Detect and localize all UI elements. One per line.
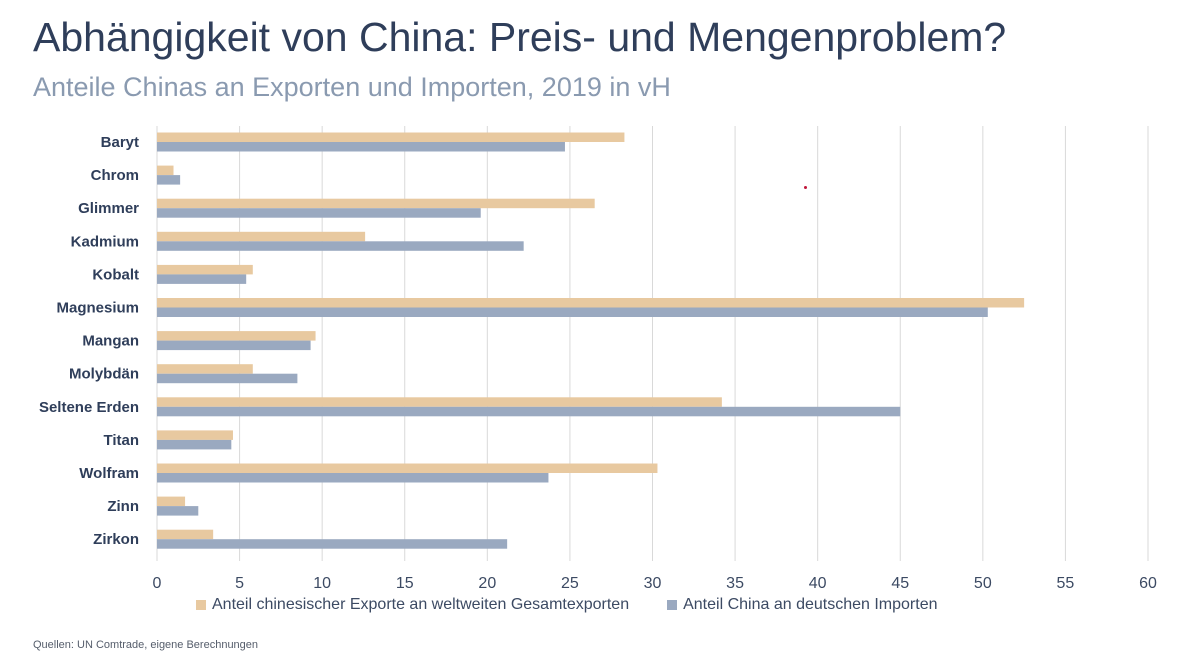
bar-imports (157, 406, 901, 417)
bar-imports (157, 539, 508, 549)
x-tick-label: 10 (313, 575, 331, 592)
source-note: Quellen: UN Comtrade, eigene Berechnunge… (33, 639, 259, 651)
x-tick-label: 35 (726, 575, 744, 592)
bar-imports (157, 175, 181, 185)
stray-marker (804, 186, 807, 189)
x-tick-label: 5 (235, 575, 244, 592)
bar-exports (157, 331, 316, 341)
bars (157, 132, 1025, 549)
bar-imports (157, 439, 232, 450)
x-tick-label: 0 (153, 575, 162, 592)
bar-exports (157, 264, 253, 275)
bar-imports (157, 340, 311, 351)
bar-exports (157, 165, 174, 176)
bar-imports (157, 307, 988, 317)
grid-lines (156, 126, 1149, 561)
bar-imports (157, 208, 481, 218)
bar-imports (157, 142, 565, 152)
category-label: Molybdän (69, 366, 139, 383)
legend-item-imports: Anteil China an deutschen Importen (667, 596, 938, 614)
category-label: Mangan (82, 333, 139, 350)
x-tick-label: 25 (561, 575, 579, 592)
x-tick-label: 30 (644, 575, 662, 592)
legend-label-exports: Anteil chinesischer Exporte an weltweite… (212, 596, 630, 613)
bar-imports (157, 373, 298, 384)
x-tick-label: 45 (891, 575, 909, 592)
category-label: Titan (103, 432, 139, 449)
bar-exports (157, 231, 366, 242)
x-tick-label: 40 (809, 575, 827, 592)
bar-exports (157, 298, 1025, 308)
bar-exports (157, 397, 722, 407)
legend-label-imports: Anteil China an deutschen Importen (683, 596, 938, 613)
bar-exports (157, 364, 253, 374)
category-label: Wolfram (79, 465, 139, 482)
bar-exports (157, 496, 186, 507)
category-label: Zirkon (93, 531, 139, 548)
category-labels: Baryt Chrom Glimmer Kadmium Kobalt Magnesium M… (39, 134, 139, 548)
page-subtitle: Anteile Chinas an Exporten und Importen,… (33, 72, 671, 102)
bar-imports (157, 506, 199, 516)
x-tick-label: 20 (478, 575, 496, 592)
legend: Anteil chinesischer Exporte an weltweite… (196, 596, 938, 614)
page-title: Abhängigkeit von China: Preis- und Menge… (33, 14, 1007, 60)
bar-imports (157, 274, 247, 284)
category-label: Glimmer (78, 200, 139, 217)
bar-imports (157, 241, 524, 251)
bar-imports (157, 473, 549, 483)
bar-exports (157, 529, 214, 540)
x-tick-label: 15 (396, 575, 414, 592)
x-tick-label: 55 (1057, 575, 1075, 592)
legend-swatch-imports (667, 600, 678, 610)
x-tick-label: 50 (974, 575, 992, 592)
bar-exports (157, 198, 595, 209)
category-label: Seltene Erden (39, 399, 139, 416)
category-label: Chrom (91, 167, 139, 184)
bar-exports (157, 463, 658, 473)
bar-exports (157, 430, 233, 440)
category-label: Magnesium (56, 300, 139, 317)
category-label: Zinn (107, 498, 139, 515)
x-tick-label: 60 (1139, 575, 1157, 592)
category-label: Kadmium (71, 233, 139, 250)
bar-exports (157, 132, 625, 142)
tick-labels: 0 5 10 15 20 25 30 35 40 45 50 55 60 (153, 575, 1157, 592)
category-label: Baryt (101, 134, 139, 151)
category-label: Kobalt (92, 266, 139, 283)
legend-item-exports: Anteil chinesischer Exporte an weltweite… (196, 596, 629, 614)
legend-swatch-exports (196, 600, 206, 610)
